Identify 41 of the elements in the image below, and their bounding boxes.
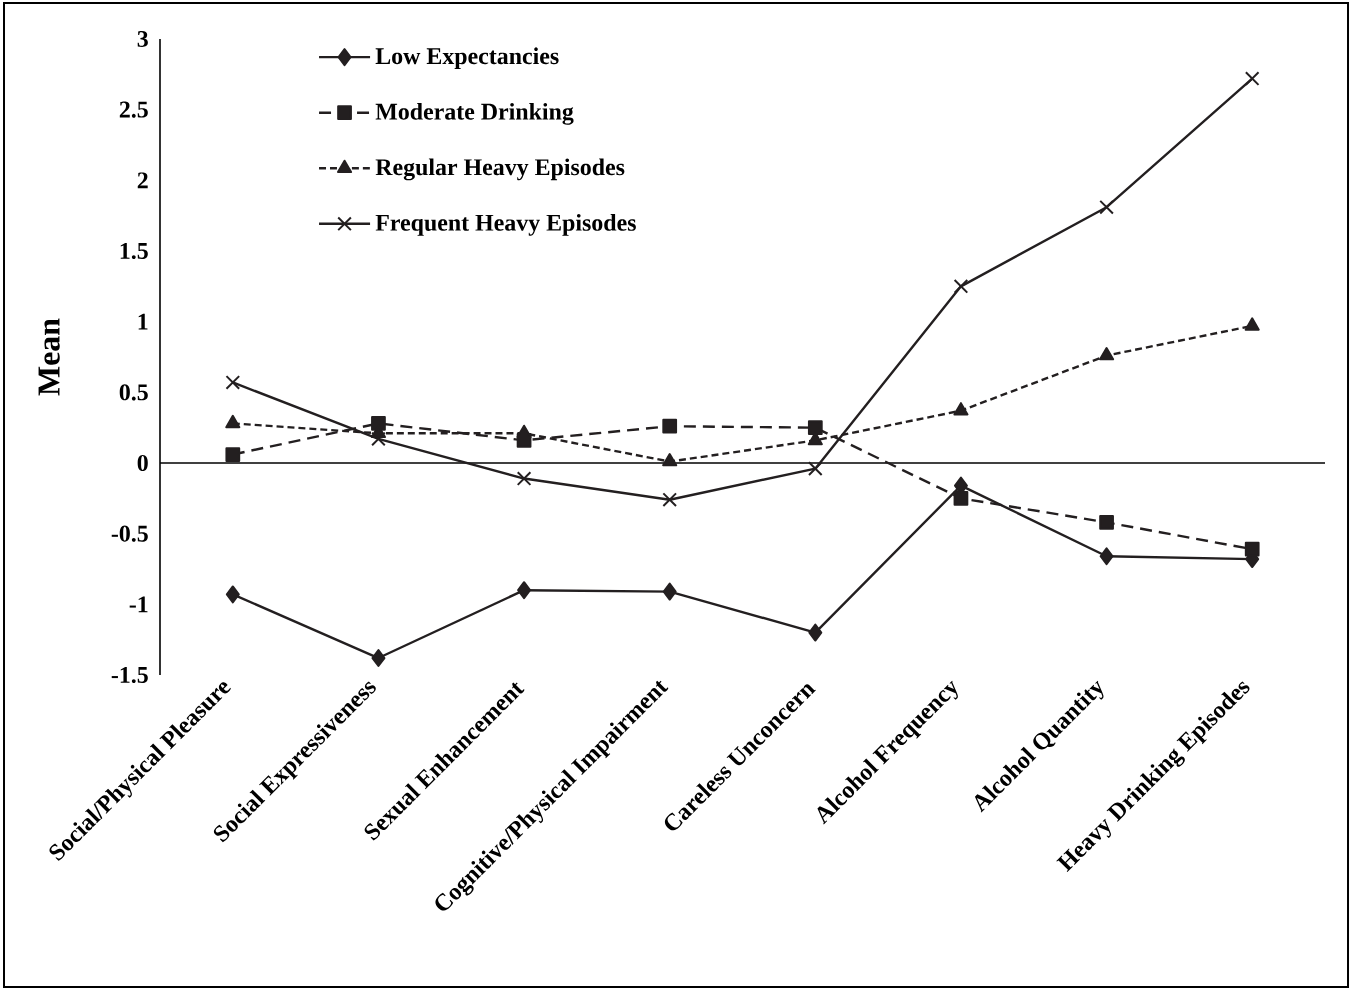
point <box>225 585 240 604</box>
y-tick-label: 2.5 <box>119 101 148 118</box>
point <box>1244 71 1260 86</box>
point <box>808 623 823 642</box>
point <box>662 582 677 601</box>
y-tick-label: -0.5 <box>111 525 148 542</box>
point <box>371 431 386 447</box>
point <box>662 453 678 467</box>
point <box>516 471 532 486</box>
point <box>517 581 532 600</box>
point <box>225 447 241 462</box>
point <box>1099 514 1114 530</box>
point <box>1244 317 1260 331</box>
point <box>1099 199 1114 215</box>
point <box>953 402 969 416</box>
y-tick-label: 3 <box>137 30 148 48</box>
point <box>1099 547 1114 566</box>
y-tick-label: 0 <box>137 454 148 472</box>
point <box>1244 541 1260 557</box>
point <box>371 649 386 667</box>
legend-label: Regular Heavy Episodes <box>375 158 625 181</box>
point <box>225 375 241 390</box>
legend-label: Low Expectancies <box>375 47 559 70</box>
point <box>662 418 678 434</box>
point <box>807 420 823 436</box>
point <box>807 461 823 476</box>
y-tick-label: 1.5 <box>120 242 148 260</box>
point <box>225 414 241 429</box>
y-tick-label: 1 <box>138 313 148 330</box>
point <box>1099 347 1115 361</box>
point <box>953 278 969 294</box>
y-tick-label: 0.5 <box>119 384 148 401</box>
y-tick-label: -1 <box>129 596 148 613</box>
y-axis-title: Mean <box>38 318 60 396</box>
y-tick-label: 2 <box>137 172 148 189</box>
point <box>953 490 969 506</box>
point <box>662 492 678 508</box>
y-tick-label: -1.5 <box>111 666 148 684</box>
legend-label: Moderate Drinking <box>375 102 574 125</box>
legend-label: Frequent Heavy Episodes <box>375 214 636 236</box>
point <box>516 424 532 439</box>
